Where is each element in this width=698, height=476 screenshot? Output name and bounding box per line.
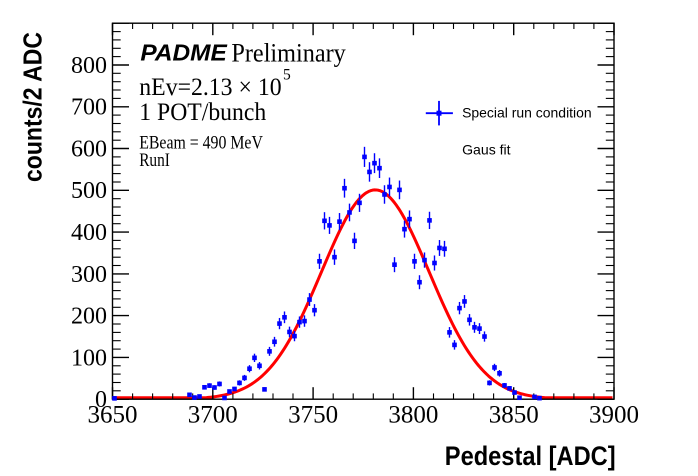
svg-text:RunI: RunI (139, 151, 170, 171)
svg-text:400: 400 (71, 220, 107, 246)
svg-text:3700: 3700 (188, 402, 238, 429)
svg-text:100: 100 (71, 345, 107, 371)
svg-text:Preliminary: Preliminary (231, 39, 345, 68)
svg-text:Pedestal [ADC]: Pedestal [ADC] (445, 441, 616, 471)
svg-text:nEv=2.13 × 10: nEv=2.13 × 10 (139, 74, 281, 101)
svg-text:3900: 3900 (589, 402, 639, 429)
svg-text:3750: 3750 (288, 402, 338, 429)
svg-text:1 POT/bunch: 1 POT/bunch (139, 99, 266, 126)
svg-text:600: 600 (71, 136, 107, 162)
svg-text:3850: 3850 (489, 402, 539, 429)
svg-text:Special run condition: Special run condition (462, 105, 592, 121)
svg-text:Gaus fit: Gaus fit (462, 141, 511, 157)
svg-text:200: 200 (71, 304, 107, 330)
svg-text:800: 800 (71, 53, 107, 79)
svg-text:EBeam = 490 MeV: EBeam = 490 MeV (139, 133, 263, 154)
svg-text:0: 0 (95, 387, 107, 413)
svg-text:PADME: PADME (140, 40, 228, 66)
svg-text:3800: 3800 (388, 402, 438, 429)
svg-text:500: 500 (71, 178, 107, 204)
svg-text:5: 5 (283, 67, 291, 84)
svg-text:3650: 3650 (88, 402, 138, 429)
svg-text:700: 700 (71, 95, 107, 121)
svg-text:counts/2 ADC: counts/2 ADC (17, 32, 47, 182)
svg-text:300: 300 (71, 262, 107, 288)
